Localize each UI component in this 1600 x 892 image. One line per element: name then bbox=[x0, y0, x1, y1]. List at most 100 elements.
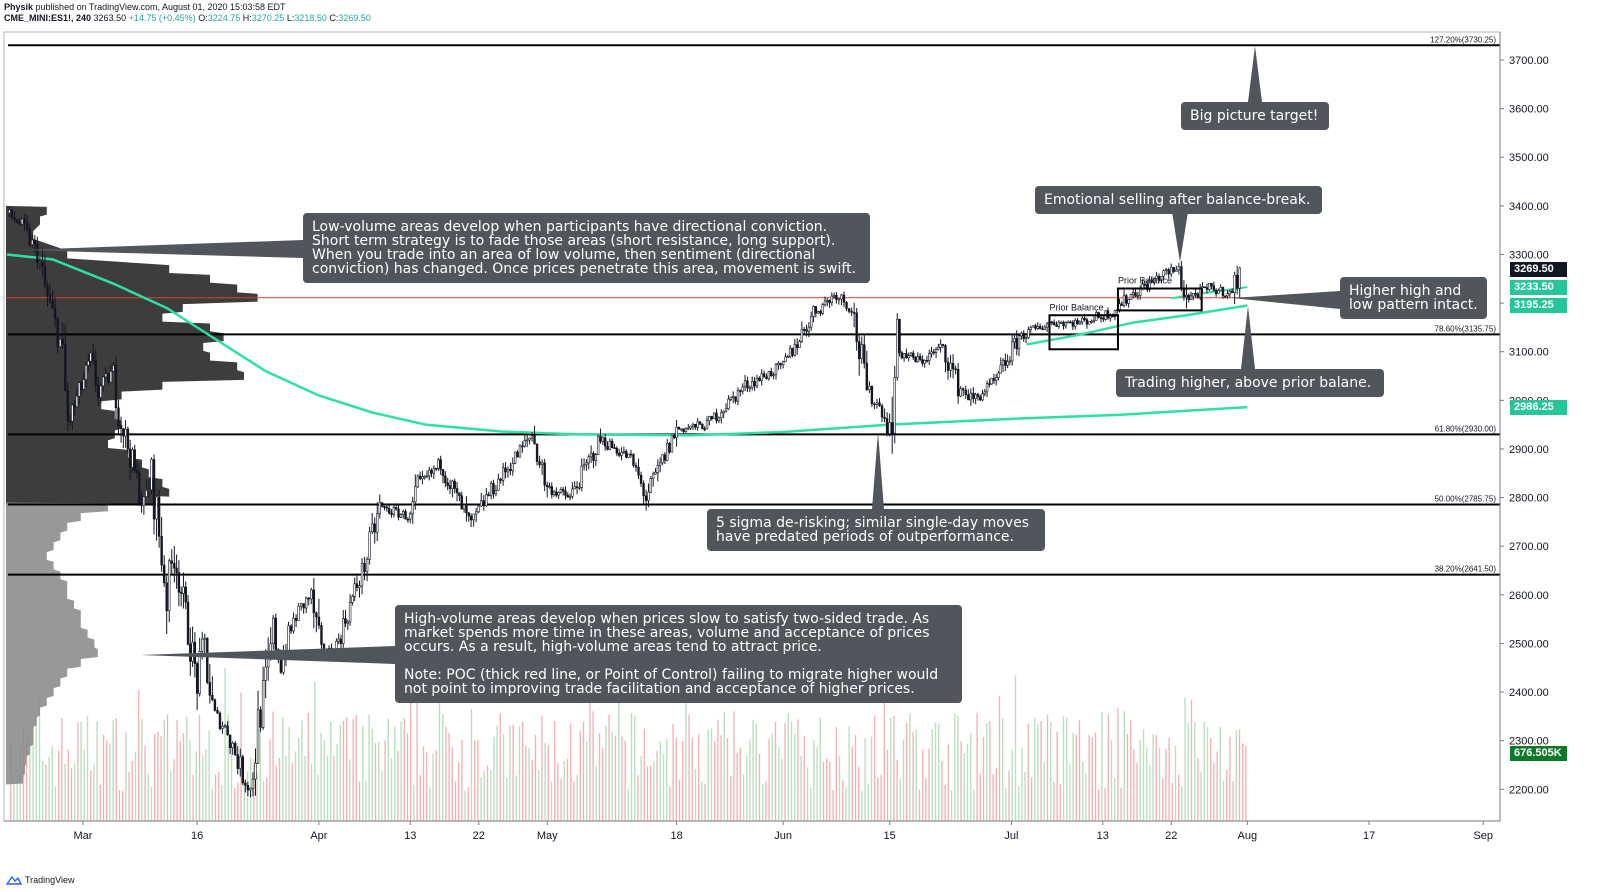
candle-body bbox=[1099, 317, 1103, 319]
candle-body bbox=[795, 344, 799, 348]
publish-line: Physik published on TradingView.com, Aug… bbox=[4, 2, 371, 13]
candle-body bbox=[1221, 286, 1225, 297]
candle-body bbox=[506, 468, 510, 473]
candle-body bbox=[964, 389, 967, 395]
volume-bar bbox=[598, 733, 601, 821]
volume-bar bbox=[230, 742, 233, 821]
volume-bar bbox=[848, 726, 850, 821]
volume-bar bbox=[957, 715, 959, 821]
volume-bar bbox=[1139, 739, 1141, 821]
candle-body bbox=[972, 392, 975, 399]
candle-body bbox=[339, 638, 343, 644]
candle-body bbox=[1069, 321, 1072, 324]
candle-body bbox=[701, 424, 704, 430]
volume-bar bbox=[202, 755, 204, 821]
volume-bar bbox=[154, 733, 156, 821]
candle-body bbox=[715, 412, 718, 422]
volume-bar bbox=[819, 717, 821, 821]
candle-body bbox=[66, 390, 69, 422]
candle-body bbox=[1136, 294, 1140, 297]
candle-body bbox=[131, 449, 134, 468]
callout-low-volume-line: Low-volume areas develop when participan… bbox=[312, 219, 828, 235]
volume-bar bbox=[246, 771, 249, 821]
volume-bar bbox=[435, 750, 437, 821]
volume-bar bbox=[1011, 749, 1013, 821]
volume-bar bbox=[262, 781, 265, 821]
volume-bar bbox=[317, 774, 319, 821]
volume-bar bbox=[1165, 748, 1167, 821]
volume-bar bbox=[173, 759, 175, 821]
candle-body bbox=[1230, 290, 1234, 293]
volume-bar bbox=[128, 771, 130, 821]
candle-body bbox=[902, 353, 906, 359]
volume-bar bbox=[64, 763, 66, 821]
volume-bar bbox=[403, 718, 405, 821]
candle-body bbox=[1017, 335, 1021, 350]
candle-body bbox=[430, 469, 433, 474]
candle-body bbox=[739, 390, 742, 392]
volume-bar bbox=[346, 717, 348, 821]
volume-bar bbox=[157, 732, 159, 821]
candle-body bbox=[694, 424, 697, 428]
candle-body bbox=[743, 380, 747, 388]
volume-bar bbox=[378, 741, 380, 821]
footer[interactable]: TradingView bbox=[6, 875, 75, 885]
candle-body bbox=[453, 480, 456, 489]
volume-bar bbox=[618, 684, 620, 821]
candle-body bbox=[142, 496, 146, 506]
volume-bar bbox=[998, 695, 1001, 821]
candle-body bbox=[632, 453, 635, 466]
candle-body bbox=[885, 418, 889, 434]
volume-bar bbox=[314, 681, 316, 821]
axes: 3700.003600.003500.003400.003300.003200.… bbox=[3, 31, 1549, 842]
volume-bar bbox=[176, 720, 178, 821]
candle-body bbox=[573, 486, 576, 490]
candle-body bbox=[150, 459, 153, 491]
volume-bar bbox=[918, 789, 921, 821]
candle-body bbox=[411, 501, 414, 515]
volume-bar bbox=[602, 748, 604, 821]
candle-body bbox=[1203, 286, 1206, 289]
candle-body bbox=[310, 589, 313, 600]
candle-body bbox=[802, 329, 806, 331]
candle-body bbox=[546, 484, 549, 487]
author-name[interactable]: Physik bbox=[4, 2, 34, 12]
callout-high-volume-line: High-volume areas develop when prices sl… bbox=[404, 611, 930, 627]
candle-body bbox=[1010, 341, 1014, 362]
volume-bar bbox=[813, 740, 815, 821]
volume-bar bbox=[339, 725, 341, 821]
candle-body bbox=[1057, 322, 1061, 327]
candle-body bbox=[850, 311, 853, 313]
candle-body bbox=[155, 496, 158, 520]
volume-bar bbox=[70, 768, 73, 821]
candle-body bbox=[36, 243, 39, 264]
candle-body bbox=[823, 300, 827, 305]
volume-bar bbox=[179, 741, 181, 821]
candle-body bbox=[13, 216, 16, 221]
candle-body bbox=[819, 311, 822, 314]
candle-body bbox=[1029, 326, 1032, 330]
candle-body bbox=[684, 427, 688, 432]
candle-body bbox=[603, 437, 607, 447]
volume-bar bbox=[614, 735, 617, 821]
time-tick-label: Jul bbox=[1004, 830, 1018, 842]
volume-bar bbox=[896, 760, 898, 821]
volume-bar bbox=[470, 708, 473, 821]
candle-body bbox=[122, 428, 125, 437]
volume-bar bbox=[518, 726, 521, 821]
volume-bar bbox=[902, 739, 905, 821]
candle-body bbox=[294, 617, 298, 621]
price-tick-label: 2200.00 bbox=[1509, 784, 1549, 796]
volume-bar bbox=[80, 721, 82, 821]
volume-bar bbox=[931, 729, 933, 821]
callout-low-volume-line: Short term strategy is to fade those are… bbox=[312, 233, 836, 249]
volume-bar bbox=[522, 721, 524, 821]
volume-bar bbox=[1082, 761, 1084, 821]
close-value: 3269.50 bbox=[338, 13, 371, 23]
volume-bar bbox=[509, 725, 511, 821]
volume-profile-high-node bbox=[6, 205, 258, 505]
volume-bar bbox=[477, 739, 479, 821]
candle-body bbox=[637, 466, 640, 476]
volume-bar bbox=[1117, 708, 1119, 821]
